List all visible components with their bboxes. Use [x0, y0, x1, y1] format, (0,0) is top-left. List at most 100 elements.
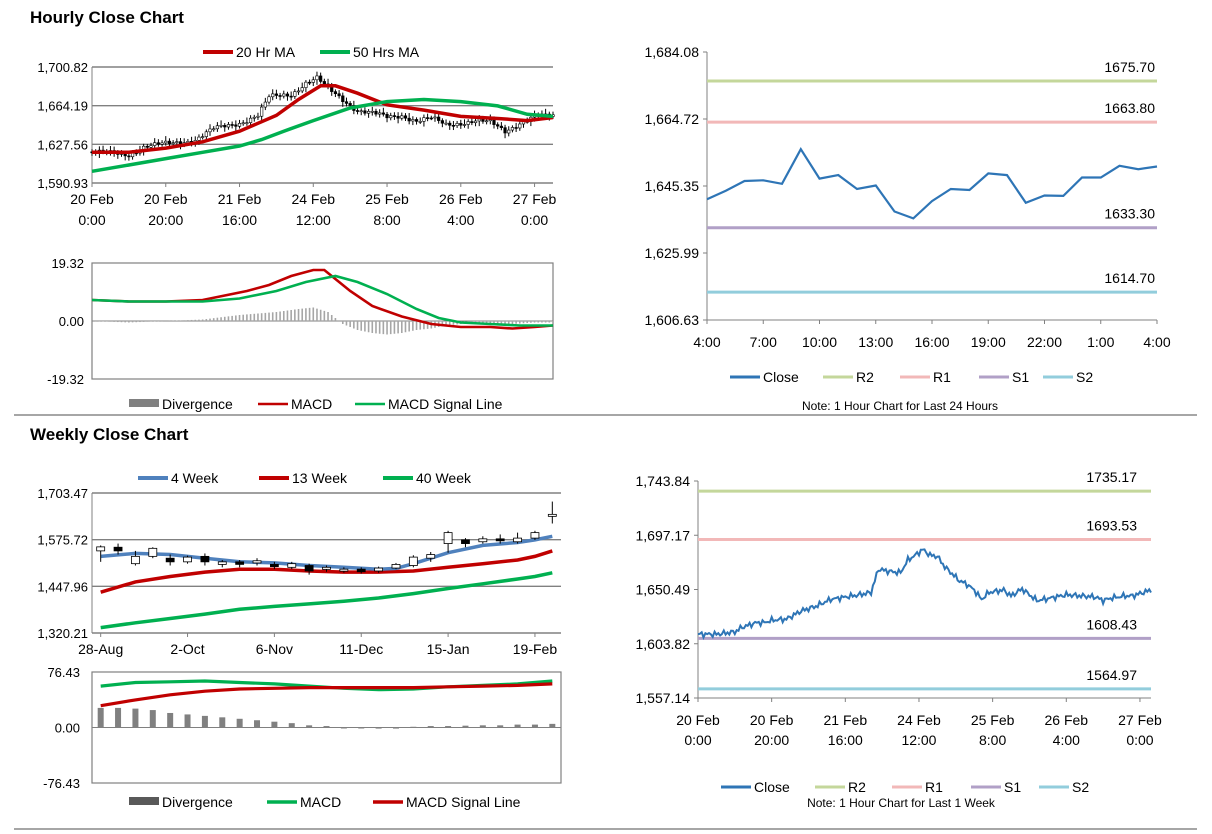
candle [267, 96, 271, 103]
bottom-divider [14, 828, 1197, 830]
x-tick-label: 20 Feb [70, 191, 114, 207]
candle [153, 142, 157, 146]
candle [127, 155, 131, 158]
candle [322, 566, 331, 570]
legend-label: R2 [856, 369, 874, 385]
legend-label: S2 [1072, 779, 1089, 795]
candle [507, 129, 511, 134]
candle [322, 81, 326, 85]
level-label-r2: 1675.70 [1104, 59, 1155, 75]
candle [223, 125, 227, 128]
chart-note: Note: 1 Hour Chart for Last 24 Hours [802, 399, 998, 413]
candle [407, 117, 411, 122]
candle [149, 145, 153, 148]
candle [429, 117, 433, 120]
x-tick-label: 16:00 [222, 212, 257, 228]
candle [385, 113, 389, 119]
y-tick-label: 1,590.93 [37, 176, 88, 191]
candle [304, 565, 314, 572]
y-tick-label: 1,575.72 [37, 533, 88, 548]
divergence-bar [115, 707, 122, 728]
legend-label: MACD Signal Line [388, 396, 503, 412]
candle [260, 106, 264, 117]
legend-label: S1 [1012, 369, 1029, 385]
candle [503, 127, 507, 134]
candle [234, 124, 238, 127]
y-tick-label: 1,700.82 [37, 60, 88, 75]
candle [289, 95, 293, 98]
x-tick-label: 8:00 [373, 212, 400, 228]
x-tick-label: 12:00 [901, 732, 936, 748]
candle [201, 136, 205, 138]
macd-line-1 [100, 682, 553, 708]
x-tick-label: 0:00 [1126, 732, 1153, 748]
candle [510, 127, 515, 131]
x-tick-label: 27 Feb [513, 191, 557, 207]
candle [167, 140, 172, 144]
candle [359, 110, 363, 113]
x-tick-label: 20 Feb [676, 712, 720, 728]
candle [183, 556, 192, 563]
candle [278, 95, 282, 97]
candle [226, 124, 231, 128]
x-tick-label: 8:00 [979, 732, 1006, 748]
candle [341, 95, 345, 102]
candle [197, 136, 201, 141]
candle [374, 567, 384, 572]
x-tick-label: 4:00 [1143, 334, 1170, 350]
level-label-r1: 1693.53 [1086, 517, 1137, 533]
divergence-bar [427, 726, 434, 728]
divergence-bar [219, 717, 226, 728]
divergence-bar [323, 726, 330, 728]
candle [165, 557, 175, 563]
y-tick-label: 76.43 [47, 665, 80, 680]
legend-label: 40 Week [416, 470, 472, 486]
x-tick-label: 22:00 [1027, 334, 1062, 350]
candle [252, 560, 262, 564]
candle [113, 546, 123, 552]
candle [513, 537, 522, 543]
divergence-bar [531, 724, 538, 728]
candle [462, 124, 467, 126]
candle [408, 556, 418, 566]
divergence-bar [497, 725, 504, 728]
y-tick-label: 1,320.21 [37, 626, 88, 641]
candle [370, 110, 374, 113]
candle [271, 93, 275, 98]
ma-line-0 [92, 84, 554, 155]
candle [400, 115, 404, 119]
candle [478, 538, 488, 543]
candle [530, 532, 540, 539]
candle [215, 125, 219, 130]
legend-label: Divergence [162, 794, 233, 810]
candle [315, 75, 319, 81]
level-label-r2: 1735.17 [1086, 469, 1137, 485]
legend-label: Close [763, 369, 799, 385]
x-tick-label: 21 Feb [218, 191, 262, 207]
x-tick-label: 19:00 [971, 334, 1006, 350]
divergence-bar [358, 727, 365, 729]
candle [392, 115, 397, 117]
divergence-bar [410, 726, 417, 728]
candle [245, 122, 249, 124]
weekly-section-title: Weekly Close Chart [30, 425, 189, 444]
close-line [706, 147, 1158, 220]
legend-label: MACD Signal Line [406, 794, 521, 810]
x-tick-label: 4:00 [447, 212, 474, 228]
y-tick-label: 1,603.82 [636, 636, 691, 652]
x-tick-label: 0:00 [78, 212, 105, 228]
ma-line-40-week [100, 571, 553, 630]
candle [235, 561, 245, 565]
candle [451, 125, 456, 127]
candle [363, 110, 367, 114]
x-tick-label: 16:00 [914, 334, 949, 350]
candle [204, 131, 208, 137]
candle [459, 123, 463, 126]
divergence-bar [132, 708, 139, 728]
chart-note: Note: 1 Hour Chart for Last 1 Week [807, 796, 996, 810]
legend-label: R1 [933, 369, 951, 385]
divergence-bar [271, 721, 278, 728]
candle [96, 546, 106, 552]
